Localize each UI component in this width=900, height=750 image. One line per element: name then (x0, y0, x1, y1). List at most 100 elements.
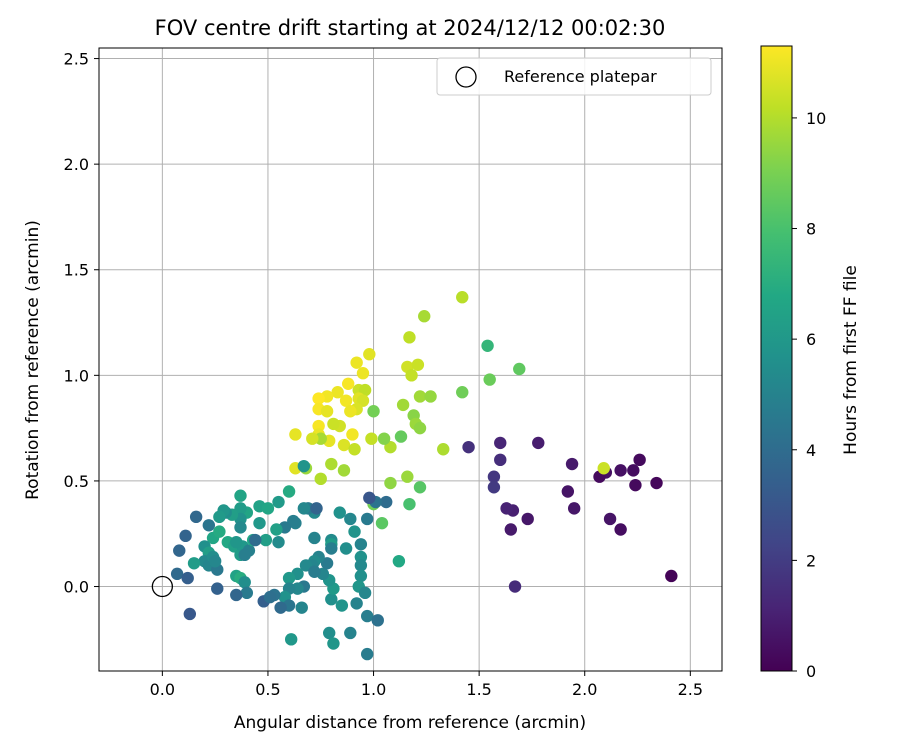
data-point (240, 586, 254, 600)
y-tick-label: 2.5 (64, 50, 89, 69)
data-point (508, 580, 522, 593)
data-point (320, 405, 334, 418)
data-point (424, 390, 437, 403)
data-point (665, 569, 678, 583)
data-point (181, 571, 194, 585)
reference-platepar-marker (151, 575, 174, 598)
data-point (367, 405, 380, 418)
data-point (173, 544, 186, 557)
data-point (532, 436, 545, 450)
data-point (282, 485, 296, 498)
data-point (346, 428, 359, 441)
data-point (348, 525, 361, 538)
data-point (567, 502, 581, 515)
data-point (238, 576, 251, 589)
data-point (339, 542, 353, 555)
data-point (170, 567, 184, 581)
data-point (230, 535, 243, 549)
data-point (356, 394, 370, 407)
data-point (403, 497, 416, 511)
colorbar-tick-label: 10 (806, 109, 826, 128)
y-axis-label: Rotation from reference (arcmin) (23, 220, 43, 500)
data-point (633, 453, 646, 467)
data-point (371, 614, 384, 627)
data-point (297, 459, 311, 473)
reference-marker-layer (151, 575, 174, 598)
data-point (394, 430, 408, 443)
x-tick-label: 1.5 (466, 680, 491, 699)
data-point (405, 369, 418, 382)
data-point (363, 491, 376, 505)
data-point (213, 510, 226, 524)
data-point (310, 502, 323, 515)
data-point (350, 356, 363, 369)
data-point (396, 398, 410, 412)
data-point (270, 523, 283, 536)
data-point (487, 481, 501, 494)
data-point (354, 569, 368, 583)
data-point (375, 516, 389, 530)
data-point (401, 470, 414, 483)
data-point (306, 432, 319, 445)
legend-box (436, 57, 712, 96)
data-point (263, 590, 277, 604)
data-point (403, 331, 416, 344)
data-point (494, 453, 507, 467)
data-point (603, 512, 617, 526)
data-point (325, 542, 338, 555)
data-point (344, 405, 357, 418)
data-point (377, 432, 391, 445)
x-axis-label: Angular distance from reference (arcmin) (234, 713, 586, 733)
data-point (253, 516, 266, 530)
data-point (249, 533, 262, 547)
data-point (211, 582, 224, 595)
data-point (354, 538, 368, 551)
data-point (456, 386, 469, 399)
data-point (358, 586, 372, 600)
data-point (312, 392, 325, 405)
data-point (179, 529, 192, 543)
data-point (384, 476, 397, 490)
data-point (320, 557, 334, 570)
data-point (513, 362, 526, 376)
colorbar-tick-label: 8 (806, 220, 816, 239)
data-point (274, 601, 287, 614)
data-point (327, 417, 340, 431)
colorbar-ticks: 0 2 4 6 8 10 (792, 109, 826, 681)
colorbar: 0 2 4 6 8 10 Hours from first FF file (760, 45, 861, 681)
data-point (299, 559, 313, 572)
data-point (308, 565, 321, 578)
data-point (331, 386, 344, 399)
data-point (627, 464, 640, 477)
data-point (500, 502, 513, 515)
y-tick-label: 2.0 (64, 155, 89, 174)
y-tick-label: 1.5 (64, 261, 89, 280)
colorbar-tick-label: 4 (806, 441, 816, 460)
data-point (234, 521, 247, 534)
y-tick-label: 0.5 (64, 472, 89, 491)
colorbar-label: Hours from first FF file (841, 265, 861, 455)
y-tick-label: 1.0 (64, 366, 89, 385)
data-point (208, 554, 222, 568)
data-point (272, 495, 285, 509)
data-point (363, 348, 376, 361)
data-point (187, 557, 201, 570)
data-point (284, 633, 298, 646)
colorbar-tick-label: 6 (806, 330, 816, 349)
data-point (348, 443, 361, 456)
data-point (614, 464, 627, 477)
y-tick-label: 0.0 (64, 578, 89, 597)
data-point (650, 476, 663, 490)
data-point (287, 514, 300, 528)
data-point (238, 548, 251, 562)
data-point (481, 339, 494, 352)
data-point (392, 554, 406, 568)
data-point (597, 462, 610, 475)
data-point (358, 383, 372, 397)
data-point (325, 457, 338, 471)
data-point (437, 443, 450, 456)
data-point (289, 428, 302, 441)
data-point (521, 512, 534, 526)
data-point (333, 506, 346, 519)
data-point (462, 440, 475, 454)
